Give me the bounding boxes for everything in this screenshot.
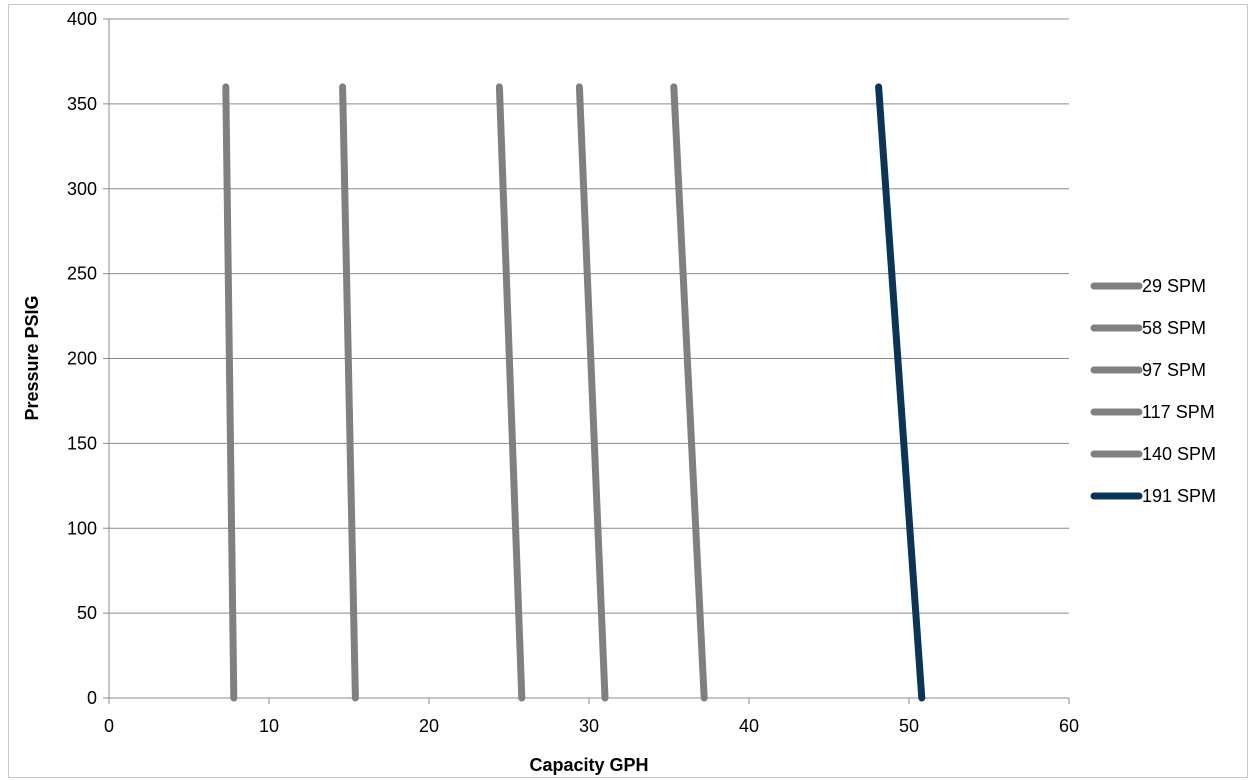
x-tick-label: 60 xyxy=(1059,716,1079,736)
series-line xyxy=(222,83,238,702)
legend-label: 191 SPM xyxy=(1142,486,1216,506)
y-tick-label: 100 xyxy=(67,518,97,538)
y-tick-label: 50 xyxy=(77,603,97,623)
x-tick-label: 50 xyxy=(899,716,919,736)
series-lines xyxy=(222,83,926,702)
x-tick-label: 0 xyxy=(104,716,114,736)
series-line xyxy=(575,83,609,702)
legend-label: 29 SPM xyxy=(1142,276,1206,296)
y-axis-title: Pressure PSIG xyxy=(22,295,42,420)
tick-labels: 0 50 100 150 200 250 300 350 400 0 10 20 30 40 50 60 xyxy=(67,9,1079,736)
y-tick-label: 200 xyxy=(67,349,97,369)
y-tick-label: 0 xyxy=(87,688,97,708)
x-tick-label: 40 xyxy=(739,716,759,736)
chart-frame xyxy=(8,4,1248,778)
series-line xyxy=(875,83,926,702)
series-line xyxy=(339,83,359,702)
x-tick-label: 30 xyxy=(579,716,599,736)
y-tick-label: 400 xyxy=(67,9,97,29)
y-tick-label: 250 xyxy=(67,264,97,284)
legend-label: 97 SPM xyxy=(1142,360,1206,380)
x-tick-label: 20 xyxy=(419,716,439,736)
axes xyxy=(103,18,1070,704)
x-axis-title: Capacity GPH xyxy=(529,755,648,775)
legend-label: 117 SPM xyxy=(1142,402,1215,422)
y-tick-label: 300 xyxy=(67,179,97,199)
series-line xyxy=(670,83,708,702)
legend-label: 58 SPM xyxy=(1142,318,1206,338)
legend: 29 SPM 58 SPM 97 SPM 117 SPM 140 SPM 191 SPM xyxy=(1090,276,1216,506)
legend-label: 140 SPM xyxy=(1142,444,1216,464)
y-tick-label: 150 xyxy=(67,433,97,453)
series-line xyxy=(495,83,526,702)
x-tick-label: 10 xyxy=(259,716,279,736)
y-tick-label: 350 xyxy=(67,94,97,114)
